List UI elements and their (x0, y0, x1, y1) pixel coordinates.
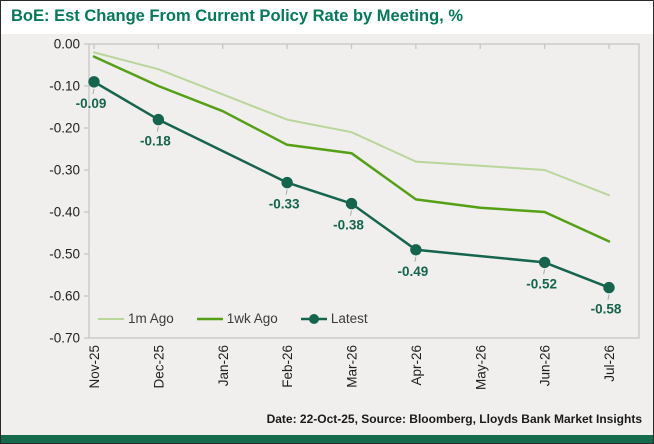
data-label-leader (350, 210, 352, 216)
x-axis-tick-label: Dec-25 (151, 345, 166, 389)
legend-item-1wk-ago: 1wk Ago (196, 311, 278, 326)
y-axis-tick-label: 0.00 (54, 37, 80, 52)
legend-swatch-icon (300, 313, 327, 324)
x-axis-tick-label: Mar-26 (345, 345, 360, 388)
legend-swatch-icon (196, 317, 223, 320)
data-point-marker (603, 281, 615, 294)
data-label: -0.18 (140, 134, 171, 149)
chart-region: 0.00 -0.10 -0.20 -0.30 -0.40 -0.50 -0.60 -0.70 N… (1, 34, 653, 437)
y-axis-tick-label: -0.60 (49, 289, 80, 304)
data-label: -0.49 (397, 264, 428, 279)
data-label-leader (414, 256, 417, 262)
y-axis-tick-label: -0.40 (49, 205, 80, 220)
data-point-marker (345, 197, 358, 210)
legend-item-latest: Latest (300, 311, 368, 326)
source-note: Date: 22-Oct-25, Source: Bloomberg, Lloy… (266, 412, 642, 426)
x-axis-tick-label: Jan-26 (216, 345, 231, 386)
legend-label: Latest (330, 311, 368, 326)
legend: 1m Ago 1wk Ago Latest (97, 311, 368, 326)
data-label: -0.52 (526, 276, 557, 291)
data-label: -0.33 (269, 197, 300, 212)
data-label-leader (92, 88, 95, 94)
data-label-leader (607, 294, 610, 300)
series-line-1m-ago (93, 51, 610, 197)
x-axis-tick-label: Nov-25 (87, 345, 102, 389)
title-bar: BoE: Est Change From Current Policy Rate… (1, 1, 653, 34)
data-point-marker (538, 256, 551, 269)
y-axis-tick-label: -0.50 (49, 247, 80, 262)
x-axis-tick-label: May-26 (473, 345, 488, 390)
legend-label: 1wk Ago (226, 311, 278, 326)
legend-swatch-icon (98, 317, 124, 320)
data-point-marker (281, 176, 293, 189)
data-label-leader (285, 189, 288, 195)
series-line-latest (92, 80, 611, 289)
page-title: BoE: Est Change From Current Policy Rate… (11, 7, 463, 25)
data-label-leader (156, 126, 159, 132)
x-axis-tick-label: Jun-26 (538, 345, 553, 386)
data-point-marker (410, 244, 422, 256)
data-label: -0.09 (76, 96, 107, 111)
y-axis-tick-label: -0.30 (49, 163, 80, 178)
y-axis-tick-label: -0.10 (49, 79, 80, 94)
y-axis-tick-label: -0.20 (49, 121, 80, 136)
x-axis-tick-label: Apr-26 (409, 345, 424, 386)
data-label: -0.38 (333, 218, 364, 233)
bottom-accent-bar (1, 435, 653, 443)
data-point-marker (88, 76, 100, 88)
x-axis-tick-label: Feb-26 (280, 345, 295, 388)
data-label: -0.58 (591, 302, 622, 317)
legend-item-1m-ago: 1m Ago (97, 311, 174, 326)
x-axis-tick-label: Jul-26 (602, 345, 617, 382)
series-line-1wk-ago (92, 55, 611, 243)
plot-area: 0.00 -0.10 -0.20 -0.30 -0.40 -0.50 -0.60 -0.70 N… (49, 37, 640, 390)
data-label-leader (543, 269, 546, 275)
y-axis-tick-label: -0.70 (49, 331, 80, 346)
legend-label: 1m Ago (128, 311, 174, 326)
data-point-marker (152, 113, 165, 126)
plot-border (88, 43, 640, 339)
